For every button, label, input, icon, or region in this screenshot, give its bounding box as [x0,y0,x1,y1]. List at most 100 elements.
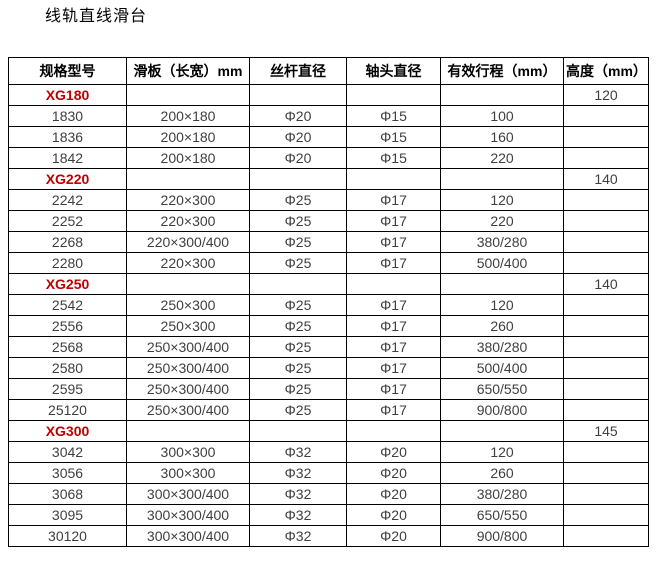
model-cell: 3068 [8,483,127,505]
height-cell [563,231,649,253]
column-header: 高度（mm） [563,57,649,85]
height-cell: 145 [563,420,649,442]
column-header: 有效行程（mm） [440,57,564,85]
plate-cell: 300×300 [126,441,250,463]
shaft-diameter-cell: Φ17 [346,336,441,358]
table-row: 2280 220×300 Φ25 Φ17 500/400 [8,252,649,274]
height-cell [563,210,649,232]
plate-cell: 220×300/400 [126,231,250,253]
screw-diameter-cell: Φ25 [249,252,347,274]
stroke-cell: 220 [440,210,564,232]
screw-diameter-cell: Φ32 [249,483,347,505]
screw-diameter-cell: Φ25 [249,378,347,400]
model-cell: XG300 [8,420,127,442]
model-cell: 2568 [8,336,127,358]
shaft-diameter-cell: Φ20 [346,525,441,547]
shaft-diameter-cell [346,420,441,442]
stroke-cell: 380/280 [440,483,564,505]
screw-diameter-cell: Φ20 [249,105,347,127]
height-cell [563,189,649,211]
screw-diameter-cell [249,420,347,442]
screw-diameter-cell: Φ25 [249,189,347,211]
column-header: 规格型号 [8,57,127,85]
height-cell [563,105,649,127]
plate-cell [126,420,250,442]
screw-diameter-cell [249,168,347,190]
shaft-diameter-cell: Φ15 [346,147,441,169]
plate-cell: 300×300/400 [126,504,250,526]
stroke-cell: 120 [440,441,564,463]
screw-diameter-cell: Φ32 [249,441,347,463]
model-cell: 30120 [8,525,127,547]
height-cell [563,147,649,169]
height-cell [563,441,649,463]
table-row: 2595 250×300/400 Φ25 Φ17 650/550 [8,378,649,400]
height-cell [563,378,649,400]
stroke-cell: 100 [440,105,564,127]
model-cell: 25120 [8,399,127,421]
screw-diameter-cell: Φ20 [249,126,347,148]
plate-cell: 300×300/400 [126,483,250,505]
plate-cell: 220×300 [126,252,250,274]
model-cell: 1842 [8,147,127,169]
stroke-cell [440,420,564,442]
shaft-diameter-cell: Φ17 [346,315,441,337]
model-cell: 1830 [8,105,127,127]
plate-cell: 200×180 [126,147,250,169]
shaft-diameter-cell: Φ17 [346,210,441,232]
model-cell: 1836 [8,126,127,148]
stroke-cell [440,273,564,295]
table-row: 3042 300×300 Φ32 Φ20 120 [8,441,649,463]
table-row: 2542 250×300 Φ25 Φ17 120 [8,294,649,316]
model-cell: 2580 [8,357,127,379]
height-cell [563,357,649,379]
table-row: 2568 250×300/400 Φ25 Φ17 380/280 [8,336,649,358]
plate-cell: 250×300/400 [126,357,250,379]
screw-diameter-cell: Φ32 [249,504,347,526]
shaft-diameter-cell: Φ17 [346,378,441,400]
shaft-diameter-cell: Φ20 [346,504,441,526]
shaft-diameter-cell: Φ17 [346,252,441,274]
table-row: 1842 200×180 Φ20 Φ15 220 [8,147,649,169]
screw-diameter-cell: Φ20 [249,147,347,169]
group-row: XG180 120 [8,84,649,106]
stroke-cell: 220 [440,147,564,169]
shaft-diameter-cell: Φ17 [346,189,441,211]
model-cell: 2268 [8,231,127,253]
screw-diameter-cell: Φ25 [249,294,347,316]
plate-cell: 300×300/400 [126,525,250,547]
shaft-diameter-cell: Φ17 [346,399,441,421]
model-cell: XG250 [8,273,127,295]
table-row: 3068 300×300/400 Φ32 Φ20 380/280 [8,483,649,505]
shaft-diameter-cell [346,84,441,106]
shaft-diameter-cell: Φ20 [346,483,441,505]
stroke-cell: 500/400 [440,357,564,379]
plate-cell: 250×300/400 [126,378,250,400]
shaft-diameter-cell [346,273,441,295]
stroke-cell: 380/280 [440,231,564,253]
shaft-diameter-cell: Φ15 [346,126,441,148]
table-row: 1836 200×180 Φ20 Φ15 160 [8,126,649,148]
model-cell: XG220 [8,168,127,190]
model-cell: XG180 [8,84,127,106]
model-cell: 3095 [8,504,127,526]
height-cell [563,399,649,421]
table-header-row: 规格型号 滑板（长宽）mm 丝杆直径 轴头直径 有效行程（mm） 高度（mm） [8,57,649,85]
stroke-cell: 120 [440,189,564,211]
plate-cell: 300×300 [126,462,250,484]
plate-cell: 220×300 [126,189,250,211]
screw-diameter-cell: Φ32 [249,525,347,547]
model-cell: 2595 [8,378,127,400]
shaft-diameter-cell [346,168,441,190]
screw-diameter-cell: Φ25 [249,336,347,358]
height-cell [563,483,649,505]
height-cell [563,525,649,547]
plate-cell [126,84,250,106]
screw-diameter-cell: Φ25 [249,357,347,379]
height-cell [563,252,649,274]
plate-cell: 220×300 [126,210,250,232]
stroke-cell: 160 [440,126,564,148]
plate-cell: 200×180 [126,105,250,127]
table-row: 2580 250×300/400 Φ25 Φ17 500/400 [8,357,649,379]
plate-cell: 250×300 [126,315,250,337]
